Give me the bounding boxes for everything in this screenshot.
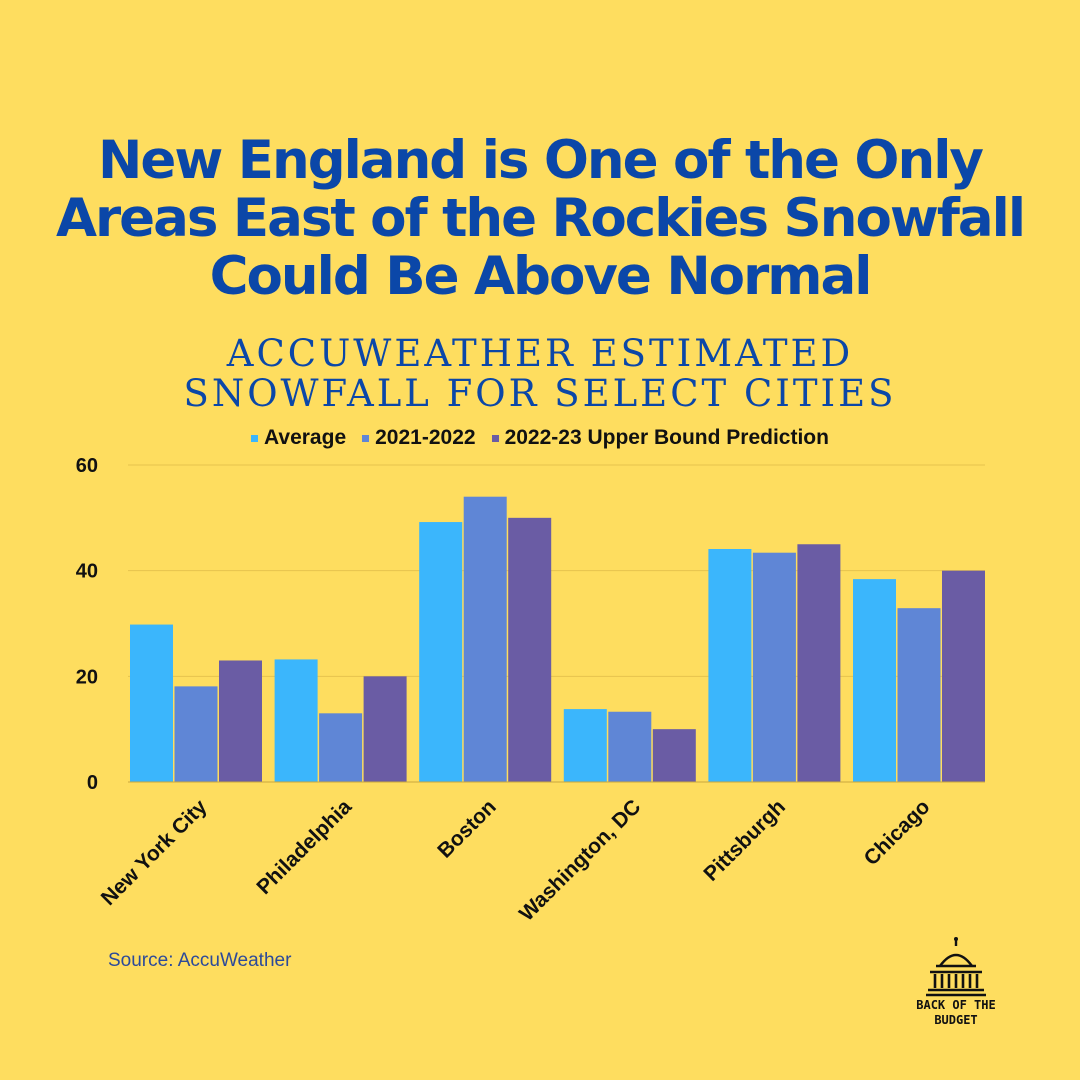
bar-2022-23-upper-bound-prediction-0	[219, 660, 262, 782]
legend-item-prediction: 2022-23 Upper Bound Prediction	[491, 426, 829, 450]
bar-average-3	[563, 709, 607, 782]
bar-2022-23-upper-bound-prediction-5	[942, 570, 985, 782]
x-tick-label: Washington, DC	[515, 795, 645, 925]
legend-label-prediction: 2022-23 Upper Bound Prediction	[504, 426, 829, 449]
source-note: Source: AccuWeather	[108, 950, 292, 971]
x-tick-label: Boston	[433, 795, 500, 862]
title-line-1: New England is One of the Only	[98, 130, 984, 191]
bar-average-4	[708, 549, 752, 782]
x-tick-label: Chicago	[860, 795, 935, 870]
title-line-3: Could Be Above Normal	[209, 246, 873, 307]
chart-subtitle: ACCUWEATHER ESTIMATED SNOWFALL FOR SELEC…	[0, 334, 1080, 414]
bar-2022-23-upper-bound-prediction-2	[508, 517, 552, 782]
bar-2021-2022-4	[752, 552, 796, 782]
page-title: New England is One of the Only Areas Eas…	[0, 132, 1080, 306]
bar-2021-2022-2	[463, 496, 507, 782]
bar-2021-2022-3	[608, 711, 652, 782]
bar-average-1	[274, 659, 318, 782]
y-tick-label: 20	[76, 666, 98, 688]
bar-average-5	[853, 579, 896, 782]
x-tick-label: Pittsburgh	[699, 795, 790, 886]
grid-layer	[128, 464, 985, 677]
x-tick-label: Philadelphia	[252, 795, 356, 899]
legend-label-2021-2022: 2021-2022	[375, 426, 476, 449]
legend-item-average: Average	[251, 426, 346, 450]
bar-average-2	[419, 522, 463, 782]
x-tick-label: New York City	[97, 795, 212, 910]
logo-line-1: BACK OF THE	[916, 998, 996, 1012]
bar-2021-2022-5	[897, 608, 941, 782]
bar-2022-23-upper-bound-prediction-3	[652, 729, 696, 782]
bar-2022-23-upper-bound-prediction-1	[363, 676, 407, 782]
bar-2022-23-upper-bound-prediction-4	[797, 544, 841, 782]
bar-2021-2022-0	[174, 686, 218, 782]
y-tick-label: 60	[76, 455, 98, 477]
bar-average-0	[130, 624, 173, 782]
subtitle-line-1: ACCUWEATHER ESTIMATED	[226, 332, 854, 375]
legend-swatch-average	[251, 434, 259, 442]
subtitle-line-2: SNOWFALL FOR SELECT CITIES	[183, 372, 897, 415]
legend-swatch-prediction	[491, 434, 499, 442]
legend-label-average: Average	[264, 426, 347, 449]
chart-legend: Average 2021-2022 2022-23 Upper Bound Pr…	[0, 426, 1080, 450]
y-tick-label: 40	[76, 561, 98, 583]
title-line-2: Areas East of the Rockies Snowfall	[56, 188, 1026, 249]
logo-wordmark: BACK OF THE BUDGET	[895, 998, 1017, 1028]
legend-item-2021-2022: 2021-2022	[362, 426, 476, 450]
capitol-dome-icon	[926, 937, 986, 997]
bar-layer	[130, 496, 985, 782]
y-tick-label: 0	[87, 772, 98, 794]
logo-line-2: BUDGET	[934, 1013, 978, 1027]
legend-swatch-2021-2022	[362, 434, 370, 442]
bar-2021-2022-1	[319, 713, 363, 782]
